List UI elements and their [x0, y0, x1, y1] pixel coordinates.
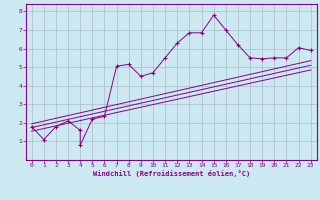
X-axis label: Windchill (Refroidissement éolien,°C): Windchill (Refroidissement éolien,°C)	[92, 170, 250, 177]
